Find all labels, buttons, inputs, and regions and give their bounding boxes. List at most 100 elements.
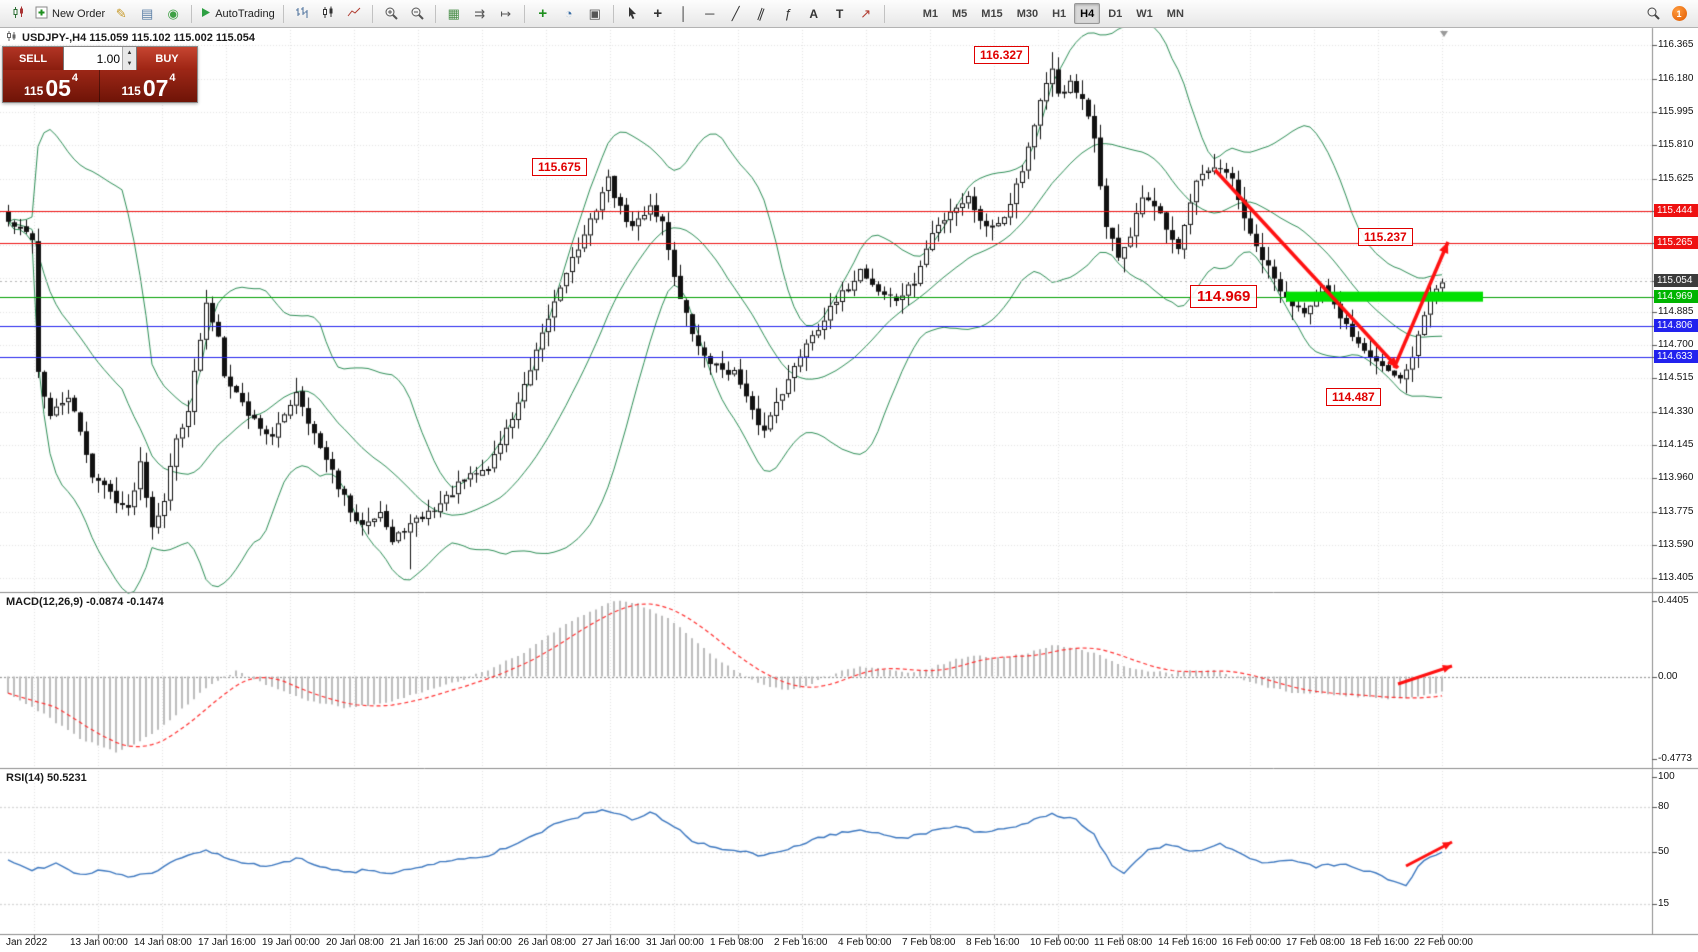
vertical-line-button[interactable]: │ bbox=[671, 3, 697, 25]
timeframe-h1[interactable]: H1 bbox=[1052, 7, 1067, 20]
volume-spinner: ▲ ▼ bbox=[122, 47, 136, 70]
indicators-icon: + bbox=[538, 5, 548, 22]
toolbar-separator bbox=[523, 4, 525, 23]
horizontal-line-button[interactable]: ─ bbox=[697, 3, 723, 25]
line-chart-button[interactable] bbox=[341, 3, 367, 25]
periods-button[interactable]: ◔ bbox=[556, 3, 582, 25]
new-order-button[interactable]: New Order bbox=[32, 3, 108, 25]
annotation-resistance-115237: 115.237 bbox=[1358, 228, 1413, 246]
new-order-label: New Order bbox=[52, 7, 106, 20]
volume-decrease-button[interactable]: ▼ bbox=[123, 58, 136, 70]
zoom-in-icon bbox=[384, 6, 398, 22]
new-chart-icon bbox=[12, 6, 26, 21]
horizontal-line-icon: ─ bbox=[705, 6, 715, 21]
bar-chart-button[interactable] bbox=[289, 3, 315, 25]
sell-price-big: 05 bbox=[45, 75, 71, 101]
sell-price-prefix: 115 bbox=[23, 84, 44, 99]
text-label-icon: T bbox=[836, 6, 844, 21]
text-button[interactable]: A bbox=[801, 3, 827, 25]
timeframe-d1[interactable]: D1 bbox=[1108, 7, 1123, 20]
annotation-high-116327: 116.327 bbox=[974, 46, 1029, 64]
toolbar-separator bbox=[883, 4, 885, 23]
templates-icon: ▣ bbox=[588, 6, 601, 21]
sell-price-sup: 4 bbox=[71, 72, 79, 84]
templates-button[interactable]: ▣ bbox=[582, 3, 608, 25]
timeframe-h4[interactable]: H4 bbox=[1074, 3, 1101, 24]
new-chart-button[interactable] bbox=[6, 3, 32, 25]
zoom-in-button[interactable] bbox=[378, 3, 404, 25]
fibonacci-icon: ƒ bbox=[784, 6, 792, 21]
candlestick-chart-button[interactable] bbox=[315, 3, 341, 25]
autotrading-button[interactable]: AutoTrading bbox=[197, 3, 278, 25]
candlestick-chart-icon bbox=[321, 6, 335, 21]
timeframe-m1[interactable]: M1 bbox=[922, 7, 938, 20]
crosshair-button[interactable]: + bbox=[645, 3, 671, 25]
cursor-button[interactable] bbox=[619, 3, 645, 25]
chart-shift-icon: ↦ bbox=[500, 6, 512, 21]
metaeditor-button[interactable]: ✎ bbox=[108, 3, 134, 25]
annotation-high-115675: 115.675 bbox=[532, 158, 587, 176]
volume-increase-button[interactable]: ▲ bbox=[123, 47, 136, 59]
text-label-button[interactable]: T bbox=[827, 3, 853, 25]
zoom-out-button[interactable] bbox=[404, 3, 430, 25]
options-button[interactable]: ▤ bbox=[134, 3, 160, 25]
channel-button[interactable]: ∥ bbox=[749, 3, 775, 25]
chart-caption: USDJPY-,H4 115.059 115.102 115.002 115.0… bbox=[6, 31, 255, 45]
periods-icon: ◔ bbox=[564, 6, 573, 21]
toolbar-separator bbox=[434, 4, 436, 23]
search-icon bbox=[1646, 6, 1660, 22]
mql5-community-icon: ◉ bbox=[167, 6, 179, 21]
new-order-icon bbox=[35, 6, 48, 21]
buy-button[interactable]: BUY bbox=[137, 47, 197, 70]
auto-scroll-button[interactable]: ⇉ bbox=[467, 3, 493, 25]
timeframe-m15[interactable]: M15 bbox=[981, 7, 1003, 20]
line-chart-icon bbox=[347, 6, 361, 21]
tile-windows-button[interactable]: ▦ bbox=[441, 3, 467, 25]
chart-tab-icon bbox=[6, 31, 17, 45]
trade-panel-controls: SELL ▲ ▼ BUY bbox=[3, 47, 197, 70]
sell-button[interactable]: SELL bbox=[3, 47, 63, 70]
timeframe-m5[interactable]: M5 bbox=[952, 7, 968, 20]
rsi-label: RSI(14) 50.5231 bbox=[6, 772, 87, 784]
symbol-ohlc-readout: USDJPY-,H4 115.059 115.102 115.002 115.0… bbox=[22, 32, 256, 44]
macd-label: MACD(12,26,9) -0.0874 -0.1474 bbox=[6, 596, 164, 608]
search-button[interactable] bbox=[1640, 3, 1666, 25]
auto-scroll-icon: ⇉ bbox=[474, 6, 486, 21]
buy-price-prefix: 115 bbox=[121, 84, 141, 99]
cursor-icon bbox=[626, 6, 638, 22]
volume-box: ▲ ▼ bbox=[63, 47, 137, 70]
trade-panel-prices: 115 05 4 115 07 4 bbox=[3, 70, 197, 102]
buy-price[interactable]: 115 07 4 bbox=[100, 70, 197, 102]
indicators-button[interactable]: + bbox=[530, 3, 556, 25]
toolbar-separator bbox=[191, 4, 193, 23]
vertical-line-icon: │ bbox=[679, 6, 688, 21]
trendline-icon: ╱ bbox=[731, 6, 740, 21]
timeframe-mn[interactable]: MN bbox=[1166, 7, 1184, 20]
toolbar-separator bbox=[371, 4, 373, 23]
buy-price-big: 07 bbox=[142, 75, 169, 101]
arrows-icon: ↗ bbox=[860, 6, 872, 21]
fibonacci-button[interactable]: ƒ bbox=[775, 3, 801, 25]
autotrading-icon bbox=[200, 7, 211, 20]
timeframe-w1[interactable]: W1 bbox=[1136, 7, 1153, 20]
bar-chart-icon bbox=[295, 6, 309, 21]
notifications-button[interactable]: 1 bbox=[1666, 3, 1692, 25]
annotation-low-114487: 114.487 bbox=[1326, 388, 1381, 406]
timeframe-m30[interactable]: M30 bbox=[1016, 7, 1039, 20]
one-click-trade-panel: SELL ▲ ▼ BUY 115 05 4 115 07 4 bbox=[2, 46, 198, 103]
metaeditor-icon: ✎ bbox=[115, 6, 127, 21]
volume-input[interactable] bbox=[64, 47, 122, 70]
mql5-community-button[interactable]: ◉ bbox=[160, 3, 186, 25]
chart-shift-button[interactable]: ↦ bbox=[493, 3, 519, 25]
trendline-button[interactable]: ╱ bbox=[723, 3, 749, 25]
options-icon: ▤ bbox=[141, 6, 154, 21]
zoom-out-icon bbox=[410, 6, 424, 22]
channel-icon: ∥ bbox=[756, 5, 768, 22]
annotation-support-114969: 114.969 bbox=[1190, 285, 1258, 308]
tile-windows-icon: ▦ bbox=[447, 6, 460, 21]
sell-price[interactable]: 115 05 4 bbox=[3, 70, 100, 102]
arrows-button[interactable]: ↗ bbox=[853, 3, 879, 25]
buy-price-sup: 4 bbox=[169, 72, 176, 84]
